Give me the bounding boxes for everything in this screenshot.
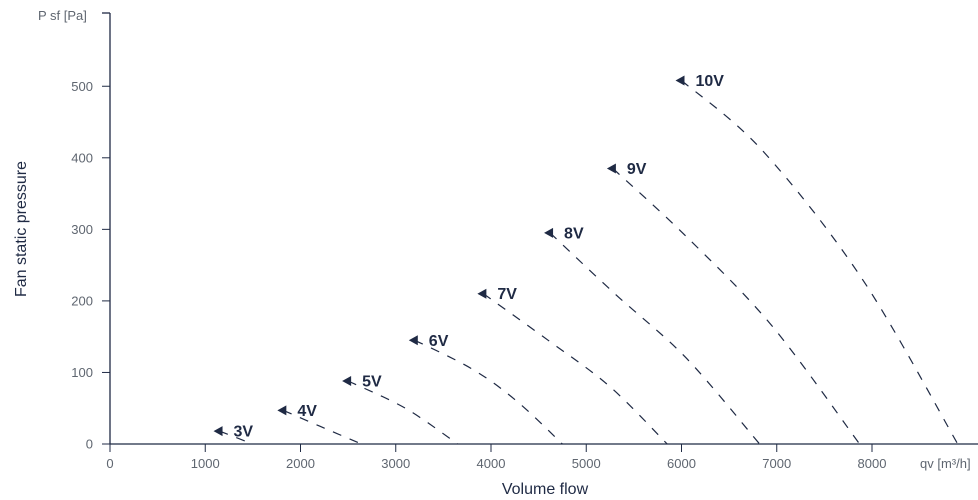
y-tick-label: 500	[71, 79, 93, 94]
y-axis-title: Fan static pressure	[13, 161, 30, 297]
x-tick-label: 8000	[858, 456, 887, 471]
y-axis-unit-label: P sf [Pa]	[38, 8, 87, 23]
series-marker-3v	[213, 426, 223, 437]
series-curve-8v	[549, 232, 761, 445]
series-label-8v: 8V	[564, 225, 584, 242]
series-marker-10v	[675, 75, 685, 86]
series-curve-5v	[347, 380, 459, 445]
y-tick-label: 0	[86, 437, 93, 452]
y-tick-label: 300	[71, 222, 93, 237]
series-label-3v: 3V	[234, 424, 254, 441]
series-layer: 3V 4V 5V 6V 7V 8V 9V 10V	[213, 73, 959, 445]
series-marker-5v	[342, 376, 352, 387]
series-marker-6v	[408, 335, 418, 346]
y-tick-label: 200	[71, 293, 93, 308]
series-curve-7v	[483, 293, 668, 445]
x-tick-label: 3000	[381, 456, 410, 471]
series-label-4v: 4V	[297, 403, 317, 420]
series-marker-9v	[606, 163, 616, 174]
series-label-6v: 6V	[429, 333, 449, 350]
x-tick-label: 4000	[477, 456, 506, 471]
x-tick-label: 6000	[667, 456, 696, 471]
series-marker-7v	[477, 288, 487, 299]
y-tick-label: 100	[71, 365, 93, 380]
series-marker-8v	[544, 227, 554, 238]
series-marker-4v	[277, 405, 287, 416]
series-curve-4v	[283, 409, 362, 445]
axes-layer: 0 1000 2000 3000 4000 5000 6000 7000 8000 0 100 200…	[71, 12, 978, 471]
x-axis-title: Volume flow	[502, 481, 589, 498]
y-tick-label: 400	[71, 150, 93, 165]
series-label-5v: 5V	[362, 374, 382, 391]
series-curve-9v	[612, 168, 861, 445]
x-tick-label: 2000	[286, 456, 315, 471]
series-curve-10v	[681, 80, 959, 445]
x-tick-label: 1000	[191, 456, 220, 471]
series-label-7v: 7V	[497, 286, 517, 303]
x-axis-unit-label: qv [m³/h]	[920, 456, 971, 471]
series-curve-6v	[414, 339, 563, 445]
series-label-10v: 10V	[696, 73, 725, 90]
series-label-9v: 9V	[627, 161, 647, 178]
x-tick-label: 5000	[572, 456, 601, 471]
x-tick-label: 0	[106, 456, 113, 471]
x-tick-label: 7000	[762, 456, 791, 471]
